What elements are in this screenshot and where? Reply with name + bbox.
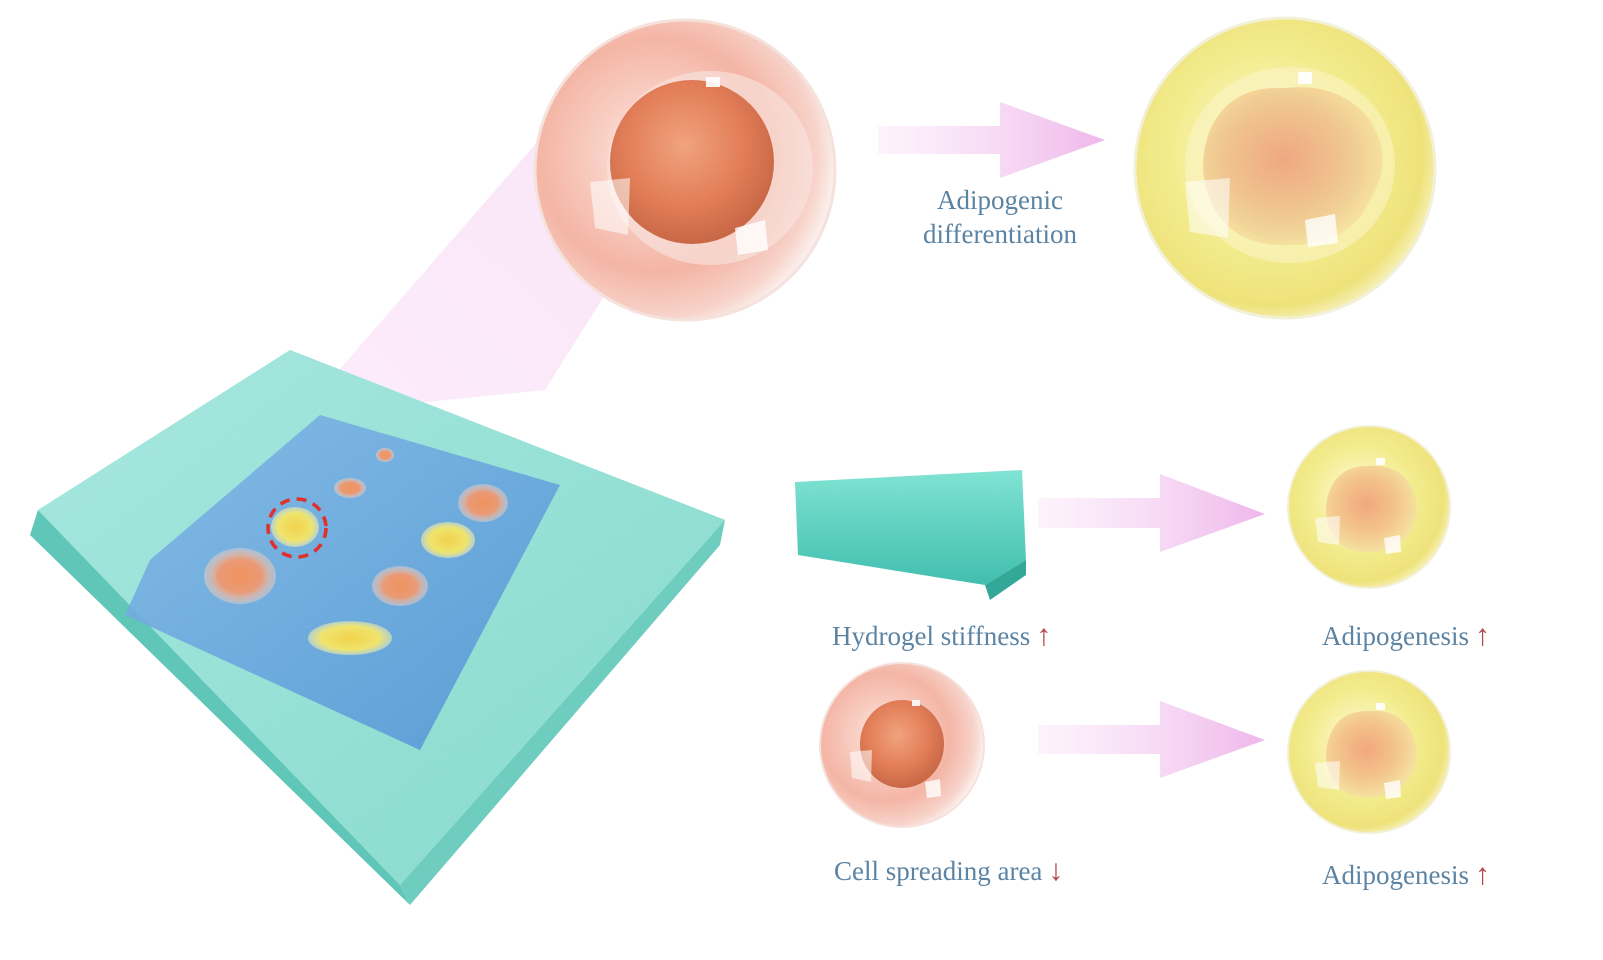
gel-cell xyxy=(376,448,394,462)
up-arrow-icon: ↑ xyxy=(1474,858,1490,891)
adipogenic-label-line2: differentiation xyxy=(923,218,1077,249)
gel-cell xyxy=(421,522,475,558)
adipogenic-differentiation-label: Adipogenic differentiation xyxy=(900,184,1100,252)
adipocyte-large xyxy=(1133,16,1437,320)
hydrogel-scaffold xyxy=(30,350,725,905)
down-arrow-icon: ↓ xyxy=(1048,854,1064,887)
gel-cell xyxy=(334,478,366,498)
hydrogel-stiffness-text: Hydrogel stiffness xyxy=(832,621,1031,651)
gel-cell xyxy=(271,507,319,547)
stem-cell-large xyxy=(533,18,837,322)
adipocyte-small-1 xyxy=(1287,425,1451,589)
gel-cell xyxy=(458,484,508,522)
gel-cell xyxy=(204,548,276,604)
adipogenesis-label-2: Adipogenesis ↑ xyxy=(1322,856,1490,894)
adipogenesis-text-1: Adipogenesis xyxy=(1322,621,1469,651)
hydrogel-stiffness-label: Hydrogel stiffness ↑ xyxy=(832,617,1051,655)
adipogenic-label-line1: Adipogenic xyxy=(937,185,1063,215)
highlight-circle xyxy=(266,497,328,559)
adipogenesis-label-1: Adipogenesis ↑ xyxy=(1322,617,1490,655)
stem-cell-small xyxy=(819,662,985,828)
stiffness-arrow xyxy=(1038,474,1265,552)
hydrogel-block-small xyxy=(795,470,1026,600)
up-arrow-icon: ↑ xyxy=(1474,619,1490,652)
cell-spreading-area-text: Cell spreading area xyxy=(834,856,1043,886)
adipocyte-small-2 xyxy=(1287,670,1451,834)
differentiation-arrow xyxy=(878,102,1105,178)
gel-cell xyxy=(308,621,392,655)
adipogenesis-text-2: Adipogenesis xyxy=(1322,860,1469,890)
cell-spreading-area-label: Cell spreading area ↓ xyxy=(834,852,1063,890)
spreading-arrow xyxy=(1038,701,1265,778)
gel-cell xyxy=(372,566,428,606)
up-arrow-icon: ↑ xyxy=(1036,619,1052,652)
